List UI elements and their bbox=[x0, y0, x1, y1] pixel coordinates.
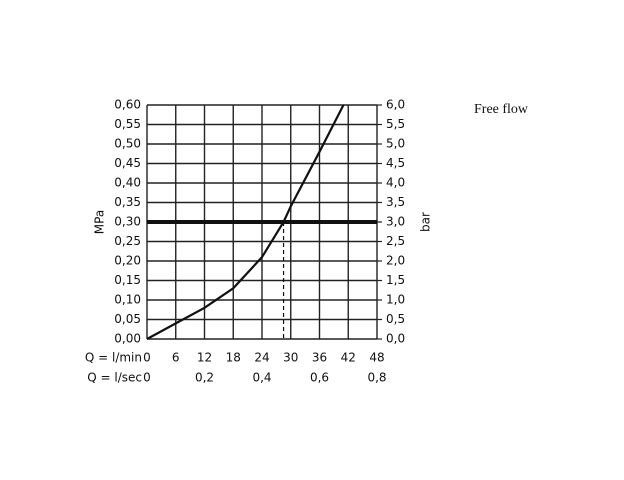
x2-axis-label: Q = l/sec bbox=[87, 371, 142, 385]
y-tick-label: 0,05 bbox=[114, 312, 141, 326]
y-tick-label: 0,60 bbox=[114, 98, 141, 112]
y-tick-label: 0,45 bbox=[114, 156, 141, 170]
y2-tick-label: 1,0 bbox=[386, 293, 405, 307]
x2-tick-label: 0,8 bbox=[367, 371, 386, 385]
y2-tick-label: 1,5 bbox=[386, 273, 405, 287]
curve bbox=[146, 104, 345, 340]
x2-tick-label: 0 bbox=[143, 371, 151, 385]
y-axis-label: MPa bbox=[93, 210, 107, 234]
y2-tick-label: 2,0 bbox=[386, 254, 405, 268]
y2-tick-label: 4,0 bbox=[386, 176, 405, 190]
y2-tick-label: 5,5 bbox=[386, 117, 405, 131]
y-tick-label: 0,40 bbox=[114, 176, 141, 190]
y-tick-label: 0,55 bbox=[114, 117, 141, 131]
y2-tick-label: 5,0 bbox=[386, 137, 405, 151]
x-tick-label: 30 bbox=[283, 351, 298, 365]
x-tick-label: 12 bbox=[197, 351, 212, 365]
x-tick-label: 0 bbox=[143, 351, 151, 365]
y2-tick-label: 2,5 bbox=[386, 234, 405, 248]
x-axis-label: Q = l/min bbox=[85, 351, 142, 365]
y2-tick-label: 3,5 bbox=[386, 195, 405, 209]
x2-tick-label: 0,4 bbox=[252, 371, 271, 385]
y2-tick-label: 6,0 bbox=[386, 98, 405, 112]
x2-tick-label: 0,2 bbox=[195, 371, 214, 385]
x-tick-label: 18 bbox=[226, 351, 241, 365]
y2-tick-label: 0,0 bbox=[386, 332, 405, 346]
y-tick-label: 0,00 bbox=[114, 332, 141, 346]
y-tick-label: 0,10 bbox=[114, 293, 141, 307]
x2-tick-label: 0,6 bbox=[310, 371, 329, 385]
x-tick-label: 24 bbox=[254, 351, 269, 365]
y-tick-label: 0,50 bbox=[114, 137, 141, 151]
y2-axis-label: bar bbox=[419, 212, 433, 232]
x-tick-label: 48 bbox=[369, 351, 384, 365]
y2-tick-label: 0,5 bbox=[386, 312, 405, 326]
x-tick-label: 6 bbox=[172, 351, 180, 365]
y2-tick-label: 4,5 bbox=[386, 156, 405, 170]
y-tick-label: 0,20 bbox=[114, 254, 141, 268]
x-tick-label: 36 bbox=[312, 351, 327, 365]
y-tick-label: 0,15 bbox=[114, 273, 141, 287]
y-tick-label: 0,35 bbox=[114, 195, 141, 209]
annotation: Free flow bbox=[474, 102, 529, 117]
y2-tick-label: 3,0 bbox=[386, 215, 405, 229]
x-tick-label: 42 bbox=[341, 351, 356, 365]
y-tick-label: 0,30 bbox=[114, 215, 141, 229]
y-tick-label: 0,25 bbox=[114, 234, 141, 248]
